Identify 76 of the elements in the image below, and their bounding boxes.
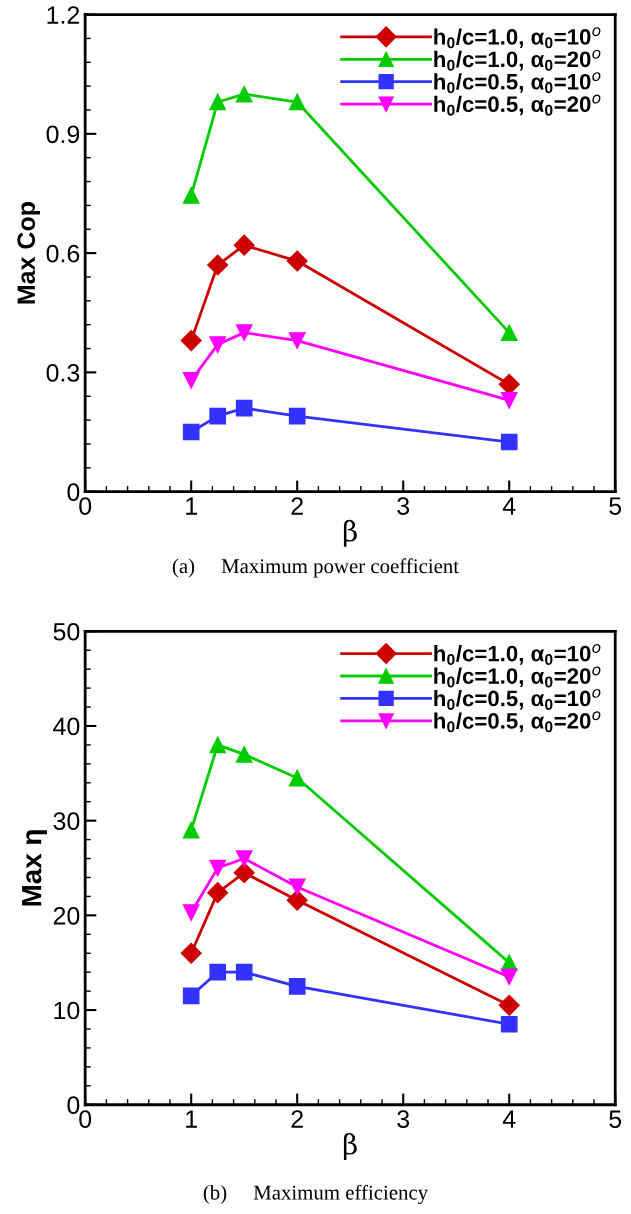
point	[288, 407, 306, 425]
y-tick-label: 0.6	[46, 244, 80, 263]
y-axis-title: Max Cop	[17, 202, 41, 304]
x-tick-label: 4	[502, 497, 516, 515]
point	[180, 942, 202, 964]
point	[209, 336, 227, 353]
x-tick-label: 3	[397, 497, 410, 515]
point	[286, 250, 308, 272]
point	[207, 254, 229, 276]
y-axis-title: Max η	[22, 830, 47, 906]
text: (b) Maximum efficiency	[203, 1184, 429, 1204]
legend-label: h$_{0}$/c=0.5, α$_{0}$=20$^{o}$	[434, 711, 601, 733]
point	[498, 994, 520, 1016]
point	[286, 889, 308, 911]
y-tick-label: 10	[54, 1001, 80, 1020]
point	[235, 850, 253, 867]
y-tick-label: 0	[67, 1096, 80, 1115]
point	[288, 878, 306, 896]
point	[235, 399, 253, 417]
point	[182, 187, 200, 204]
x-tick-label: 3	[397, 1110, 410, 1128]
legend-label: h$_{0}$/c=1.0, α$_{0}$=10$^{o}$	[434, 27, 601, 49]
y-tick-label: 1.2	[47, 6, 80, 24]
point	[182, 423, 200, 441]
y-tick-label: 30	[53, 812, 80, 830]
point	[182, 821, 200, 839]
legend-label: h$_{0}$/c=1.0, α$_{0}$=20$^{o}$	[434, 666, 601, 688]
x-tick-label: 1	[186, 497, 197, 515]
point	[500, 391, 518, 409]
point	[500, 1015, 518, 1033]
legend-label: h$_{0}$/c=0.5, α$_{0}$=10$^{o}$	[434, 688, 601, 710]
point	[182, 372, 200, 389]
point	[235, 746, 253, 763]
point	[500, 433, 518, 451]
x-tick-label: 0	[79, 1110, 92, 1128]
legend-label: h$_{0}$/c=0.5, α$_{0}$=20$^{o}$	[434, 94, 601, 116]
legend-label: h$_{0}$/c=0.5, α$_{0}$=10$^{o}$	[434, 72, 601, 94]
point	[288, 93, 306, 111]
point	[209, 963, 227, 981]
x-axis-title: β	[343, 519, 357, 547]
point	[288, 332, 306, 349]
x-tick-label: 0	[79, 497, 92, 515]
point	[235, 324, 253, 341]
y-tick-label: 20	[53, 906, 80, 925]
point	[500, 324, 518, 341]
point	[233, 862, 255, 884]
point	[182, 987, 200, 1005]
x-tick-label: 5	[609, 497, 622, 515]
legend-label: h$_{0}$/c=1.0, α$_{0}$=20$^{o}$	[434, 49, 601, 71]
y-tick-label: 50	[53, 622, 80, 641]
x-tick-label: 5	[609, 1110, 622, 1128]
point	[235, 963, 253, 981]
point	[209, 859, 227, 877]
x-tick-label: 1	[186, 1110, 197, 1128]
y-tick-label: 40	[53, 717, 80, 736]
x-tick-label: 4	[502, 1110, 516, 1128]
point	[288, 978, 306, 995]
point	[233, 234, 255, 256]
point	[182, 904, 200, 921]
point	[288, 769, 306, 787]
y-tick-label: 0.3	[46, 364, 80, 382]
point	[498, 373, 520, 395]
x-tick-label: 2	[291, 497, 303, 515]
x-axis-title: β	[343, 1132, 357, 1160]
point	[235, 85, 253, 103]
legend-label: h$_{0}$/c=1.0, α$_{0}$=10$^{o}$	[434, 644, 601, 666]
y-tick-label: 0.9	[46, 125, 80, 144]
y-tick-label: 0	[67, 483, 80, 501]
point	[500, 968, 518, 986]
text: (a) Maximum power coefficient	[172, 558, 459, 578]
point	[209, 407, 227, 425]
x-tick-label: 2	[291, 1110, 303, 1128]
point	[209, 736, 227, 754]
point	[180, 330, 202, 352]
point	[209, 93, 227, 111]
point	[207, 882, 229, 904]
